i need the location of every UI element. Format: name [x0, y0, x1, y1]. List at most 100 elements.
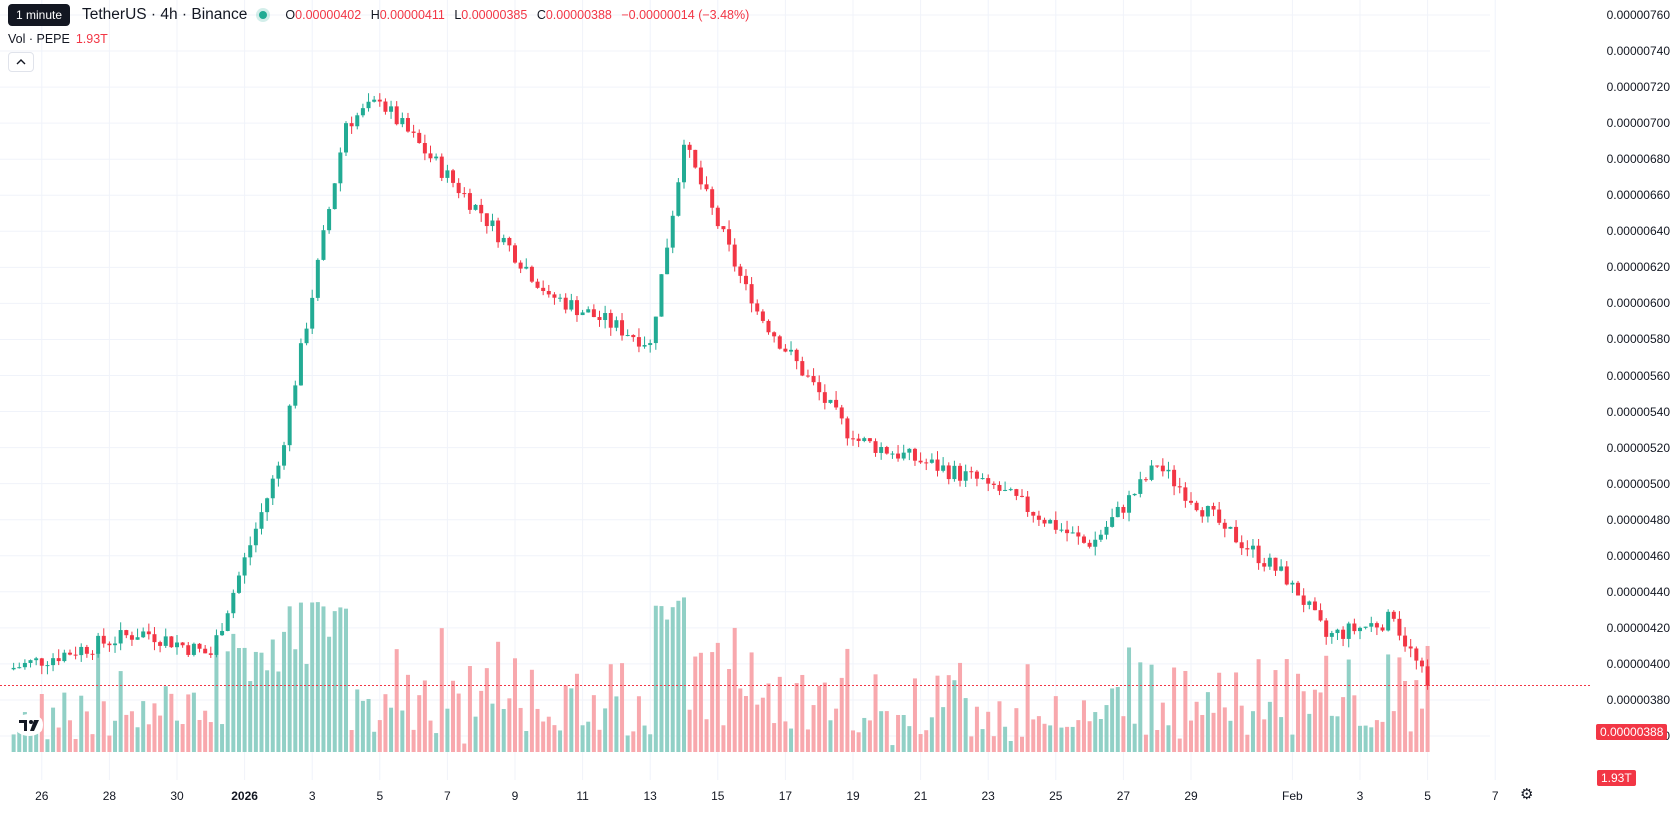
volume-bar — [372, 731, 377, 752]
volume-bar — [236, 648, 241, 752]
candle-body — [760, 311, 765, 321]
volume-bar — [501, 708, 506, 752]
candle-body — [974, 471, 979, 479]
volume-bar — [191, 692, 196, 752]
candle-body — [169, 636, 174, 648]
volume-bar — [113, 720, 118, 752]
volume-bar — [1127, 647, 1132, 752]
candle-body — [293, 385, 298, 406]
date-tick-label: 23 — [981, 789, 995, 803]
candle-body — [394, 106, 399, 125]
date-tick-label: 27 — [1116, 789, 1131, 803]
candle-body — [879, 446, 884, 453]
volume-bar — [45, 739, 50, 752]
candle-body — [783, 348, 788, 352]
candle-body — [282, 445, 287, 466]
volume-bar — [129, 711, 134, 752]
volume-bar — [862, 717, 867, 752]
volume-bar — [1284, 659, 1289, 752]
candle-body — [1031, 511, 1036, 516]
candle-body — [225, 613, 230, 631]
volume-bar — [614, 696, 619, 752]
tradingview-logo-icon[interactable] — [14, 714, 44, 736]
collapse-legend-button[interactable] — [8, 52, 34, 72]
volume-bar — [231, 633, 236, 752]
candle-body — [456, 182, 461, 194]
candle-body — [1391, 611, 1396, 619]
candle-body — [693, 149, 698, 168]
volume-bar — [1329, 715, 1334, 752]
candle-body — [513, 245, 517, 263]
candle-body — [1369, 623, 1374, 627]
volume-bar — [805, 729, 810, 752]
candle-body — [1177, 486, 1182, 488]
candle-body — [1358, 627, 1362, 632]
candle-body — [73, 654, 78, 656]
candle-body — [535, 281, 540, 288]
volume-bar — [1369, 727, 1374, 752]
candle-body — [1273, 557, 1278, 571]
volume-bar — [107, 735, 112, 752]
volume-bar — [1036, 716, 1041, 752]
volume-bar — [1172, 667, 1177, 752]
price-tick-label: 0.00000680 — [1606, 152, 1670, 167]
volume-bar — [152, 703, 157, 752]
candle-body — [749, 284, 754, 304]
volume-bar — [1419, 708, 1424, 752]
candle-body — [462, 193, 467, 195]
volume-bar — [580, 725, 585, 752]
volume-bar — [248, 681, 253, 752]
candle-body — [45, 665, 50, 667]
candle-body — [355, 115, 360, 127]
volume-bar — [101, 701, 106, 752]
volume-bar — [394, 649, 399, 752]
volume-bar — [310, 602, 315, 752]
candle-body — [912, 448, 917, 461]
candle-body — [631, 335, 636, 338]
date-tick-label: 30 — [170, 789, 184, 803]
volume-bar — [1352, 695, 1357, 752]
volume-bar — [1003, 726, 1008, 752]
volume-bar — [890, 745, 895, 752]
volume-bar — [496, 641, 501, 752]
candle-body — [490, 220, 495, 227]
candle-body — [1228, 526, 1233, 529]
volume-bar — [1267, 701, 1272, 752]
symbol-title[interactable]: TetherUS · 4h · Binance — [82, 6, 248, 23]
volume-bar — [175, 720, 179, 752]
candle-body — [1127, 495, 1132, 513]
volume-bar — [1160, 702, 1165, 752]
candle-body — [1296, 582, 1301, 596]
volume-bar — [676, 600, 681, 752]
candle-body — [704, 184, 709, 190]
candle-body — [980, 478, 985, 480]
volume-bar — [270, 639, 275, 752]
volume-legend[interactable]: Vol · PEPE 1.93T — [8, 32, 108, 46]
candle-body — [220, 630, 225, 636]
candle-body — [1138, 479, 1143, 494]
candle-body — [1211, 505, 1216, 510]
volume-bar — [1279, 717, 1284, 752]
candle-body — [360, 108, 365, 116]
volume-bar — [817, 685, 822, 752]
candle-body — [90, 653, 95, 655]
volume-bar — [924, 730, 929, 752]
volume-bar — [1358, 725, 1362, 752]
volume-bar — [1008, 740, 1013, 752]
price-tick-label: 0.00000540 — [1606, 404, 1670, 419]
volume-bar — [507, 698, 512, 752]
date-tick-label: 3 — [308, 789, 316, 803]
candle-body — [884, 446, 889, 454]
volume-bar — [1318, 692, 1323, 752]
candle-body — [304, 328, 309, 344]
settings-gear-icon[interactable]: ⚙ — [1520, 786, 1534, 803]
candle-body — [146, 631, 151, 635]
volume-bar — [1093, 712, 1098, 752]
volume-bar — [17, 726, 22, 752]
candle-body — [1155, 465, 1160, 467]
volume-bar — [158, 715, 163, 752]
volume-bar — [1115, 687, 1120, 752]
candle-body — [659, 274, 664, 317]
volume-bar — [79, 695, 84, 752]
